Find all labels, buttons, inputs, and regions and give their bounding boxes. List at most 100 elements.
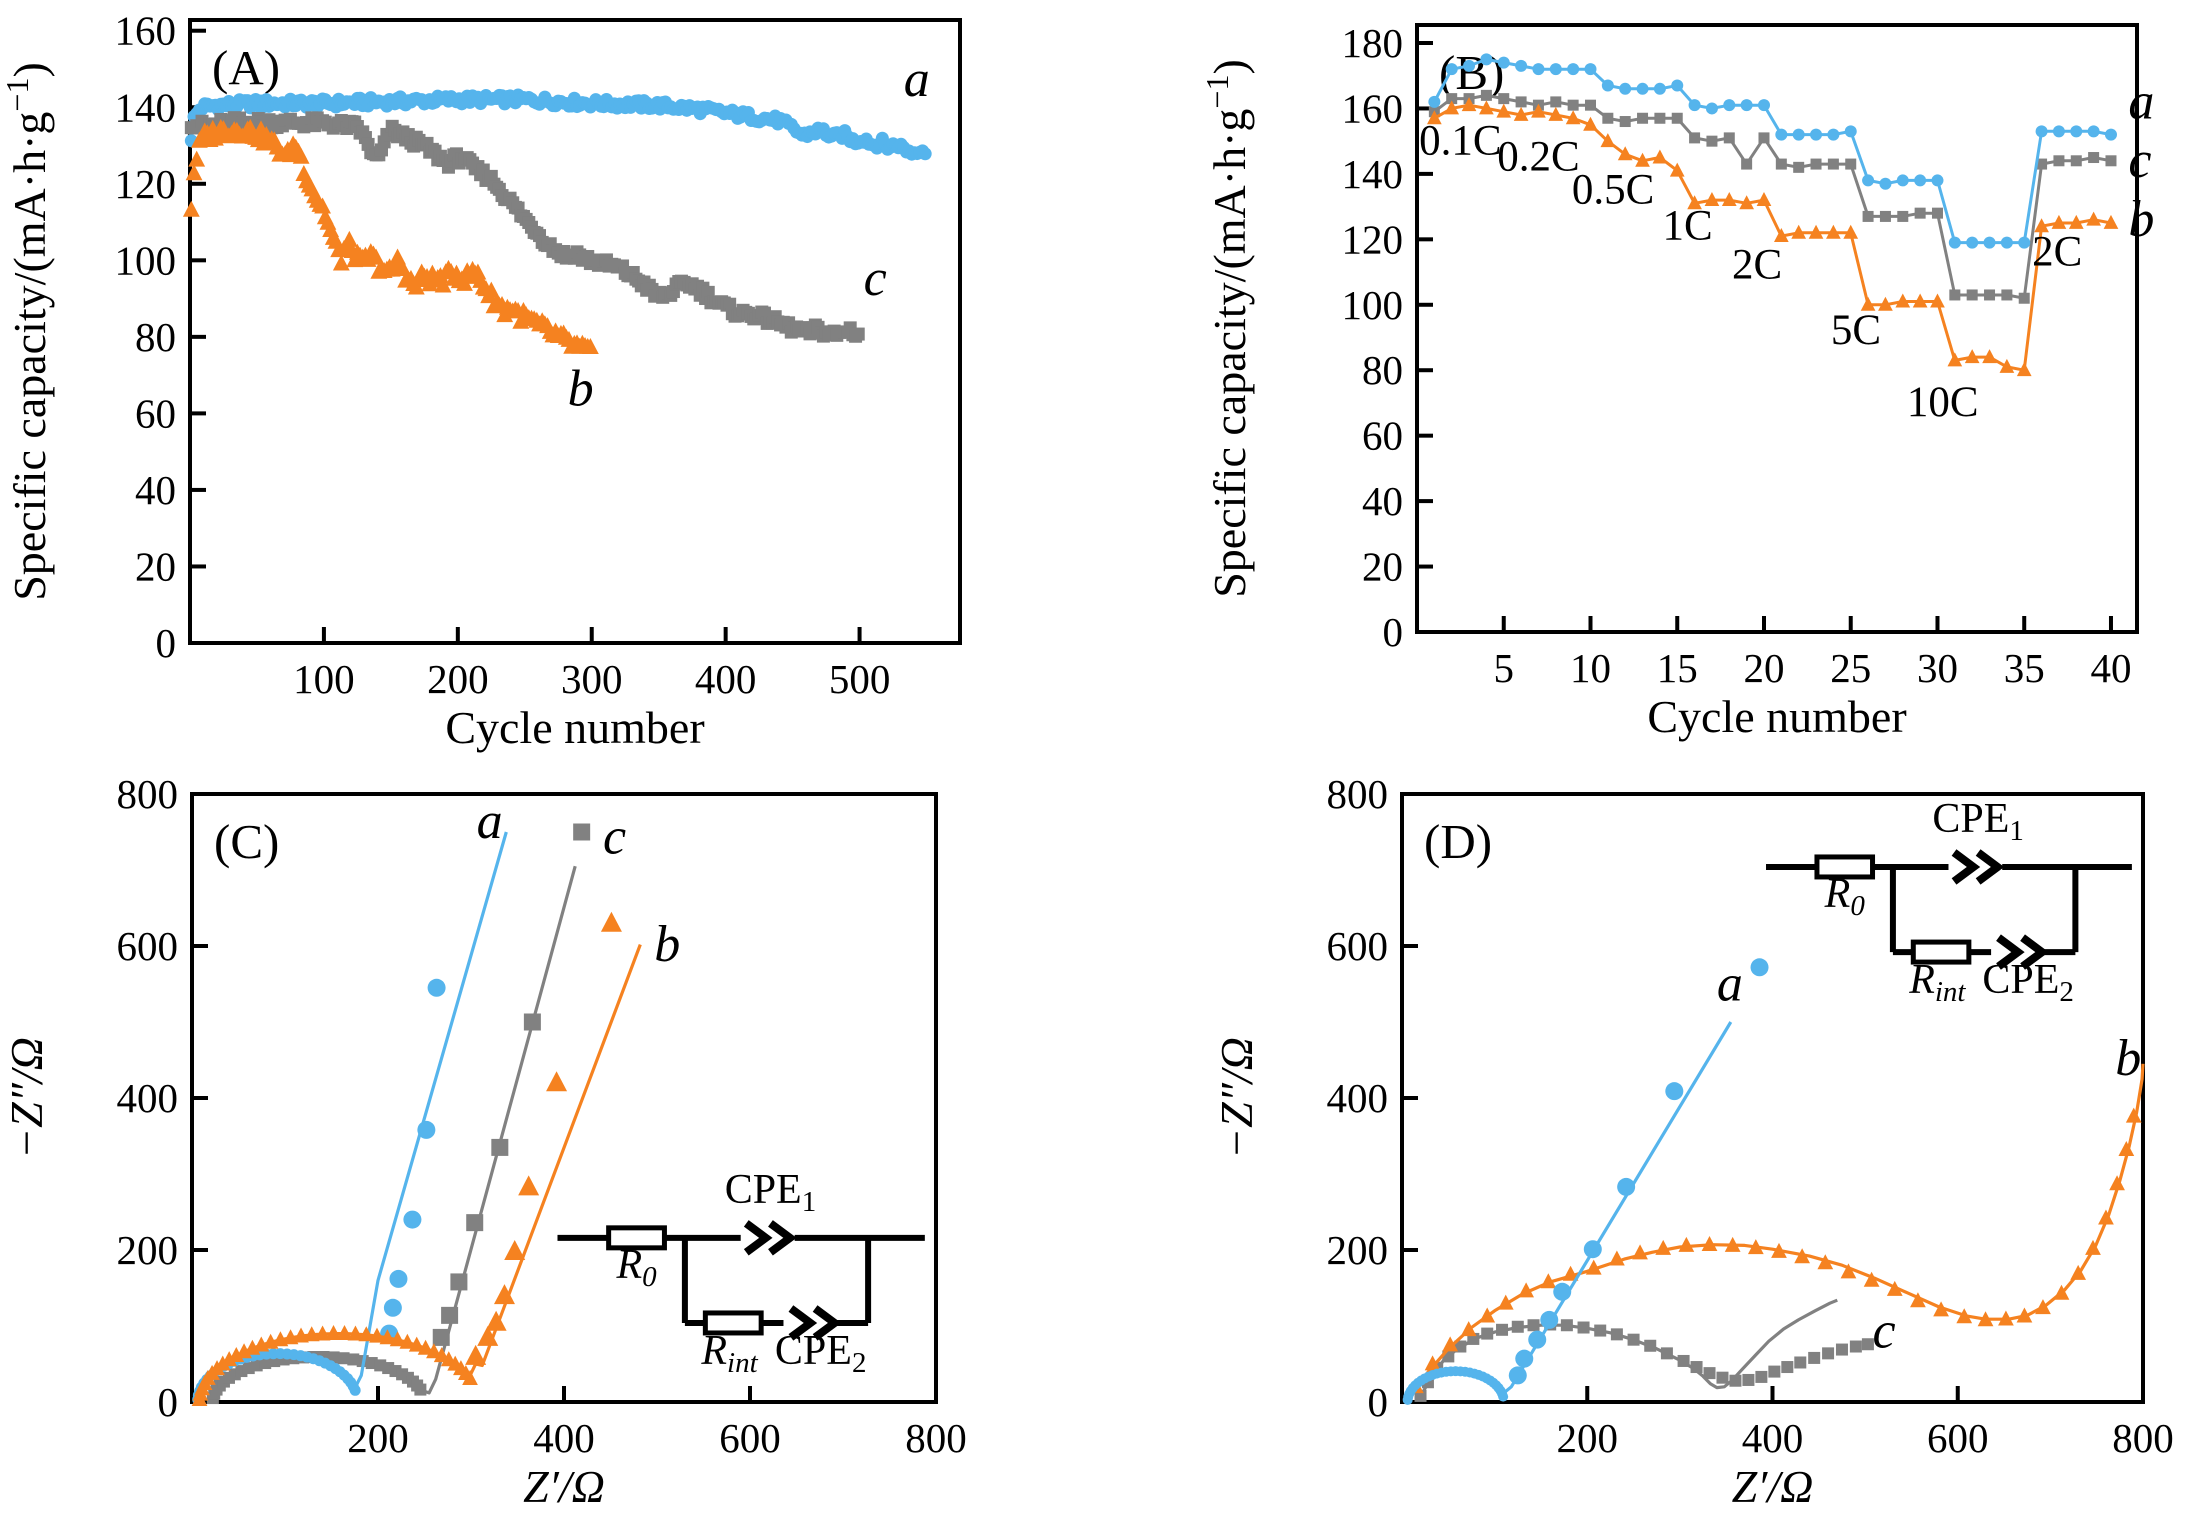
- equivalent-circuit-inset: CPE1 R0 Rint CPE2: [1766, 796, 2132, 1008]
- circuit-label: R0: [1824, 871, 1866, 922]
- series-label-c: c: [1873, 1302, 1896, 1359]
- y-tick-label: 800: [117, 771, 179, 817]
- x-tick-label: 800: [905, 1415, 967, 1461]
- x-tick-label: 400: [1742, 1415, 1804, 1461]
- x-axis-title: Z′/Ω: [523, 1461, 605, 1512]
- panel-letter: (D): [1424, 814, 1492, 869]
- circuit-label: CPE2: [775, 1328, 867, 1379]
- y-tick-label: 400: [1327, 1075, 1389, 1121]
- y-tick-label: 200: [117, 1227, 179, 1273]
- y-tick-label: 160: [1342, 85, 1404, 131]
- y-tick-label: 200: [1327, 1227, 1389, 1273]
- series-label-b: b: [654, 916, 680, 973]
- series-c: [1428, 89, 2117, 304]
- y-tick-label: 160: [115, 8, 177, 54]
- rate-annotation: 0.5C: [1572, 166, 1654, 213]
- x-tick-label: 20: [1743, 645, 1784, 691]
- x-axis-title: Z′/Ω: [1732, 1461, 1814, 1512]
- y-tick-label: 20: [1362, 544, 1403, 590]
- series-label-b: b: [2115, 1030, 2141, 1087]
- y-tick-label: 800: [1327, 771, 1389, 817]
- x-tick-label: 200: [1557, 1415, 1619, 1461]
- series-label-c: c: [864, 250, 887, 307]
- panel-c-nyquist-chart: 200 400 600 800 0 200 400 600 800 Z′/Ω −Z″/Ω (C) c a b…: [1, 771, 967, 1512]
- series-a: [1402, 958, 1769, 1405]
- y-tick-label: 80: [1362, 347, 1403, 393]
- panel-d-nyquist-chart: 200 400 600 800 0 200 400 600 800 Z′/Ω −Z″/Ω (D) c b a…: [1211, 771, 2174, 1512]
- y-tick-label: 40: [135, 467, 176, 513]
- rate-annotation: 0.1C: [1419, 117, 1501, 164]
- x-tick-label: 600: [719, 1415, 781, 1461]
- plot-frame: [1415, 23, 2139, 634]
- x-tick-label: 400: [533, 1415, 595, 1461]
- plot-frame: [1400, 792, 2145, 1404]
- y-tick-label: 0: [1383, 609, 1404, 655]
- panel-letter: (A): [212, 40, 280, 95]
- circuit-label: Rint: [1908, 957, 1966, 1008]
- x-tick-label: 300: [561, 656, 623, 702]
- series-c: [1414, 1298, 1874, 1402]
- series-label-b: b: [2128, 191, 2154, 248]
- y-tick-label: 400: [117, 1075, 179, 1121]
- series-label-c: c: [2128, 132, 2151, 189]
- y-tick-label: 80: [135, 314, 176, 360]
- rate-annotation: 10C: [1907, 379, 1979, 426]
- x-tick-label: 500: [829, 656, 891, 702]
- plot-frame: [188, 18, 962, 645]
- series-a: [192, 831, 508, 1405]
- y-tick-label: 40: [1362, 478, 1403, 524]
- circuit-label: R0: [615, 1242, 657, 1293]
- y-tick-label: 100: [115, 237, 177, 283]
- series-label-a: a: [2128, 73, 2154, 130]
- x-tick-label: 600: [1927, 1415, 1989, 1461]
- series-label-b: b: [568, 361, 594, 418]
- y-axis-title: −Z″/Ω: [1, 1037, 52, 1159]
- x-tick-label: 30: [1917, 645, 1958, 691]
- series-label-a: a: [477, 793, 503, 850]
- circuit-label: CPE1: [725, 1167, 817, 1218]
- x-axis-title: Cycle number: [1647, 691, 1906, 742]
- equivalent-circuit-inset: CPE1 R0 Rint CPE2: [557, 1167, 925, 1379]
- y-tick-label: 120: [115, 161, 177, 207]
- y-axis-title: Specific capacity/(mA·h·g−1): [0, 62, 55, 601]
- x-tick-label: 35: [2004, 645, 2045, 691]
- y-tick-label: 140: [115, 84, 177, 130]
- series-b: [1405, 1063, 2145, 1402]
- y-tick-label: 180: [1342, 20, 1404, 66]
- rate-annotation: 2C: [1732, 242, 1782, 289]
- series-b: [1426, 97, 2119, 377]
- rate-annotation: 0.2C: [1497, 134, 1579, 181]
- x-tick-label: 25: [1830, 645, 1871, 691]
- y-axis-title: −Z″/Ω: [1211, 1037, 1262, 1159]
- y-tick-label: 120: [1342, 216, 1404, 262]
- series-b: [191, 911, 642, 1406]
- rate-annotation: 2C: [2032, 229, 2082, 276]
- y-tick-label: 600: [1327, 923, 1389, 969]
- series-c-markers: [184, 111, 865, 343]
- y-tick-label: 100: [1342, 282, 1404, 328]
- panel-a-cycling-performance-chart: 100 200 300 400 500 0 20 40 60 80 100 120 140 160 Cycl…: [0, 8, 962, 753]
- series-a: [1428, 53, 2117, 249]
- y-tick-label: 60: [1362, 413, 1403, 459]
- y-tick-label: 60: [135, 390, 176, 436]
- x-tick-label: 200: [347, 1415, 409, 1461]
- panel-b-rate-capability-chart: 5 10 15 20 25 30 35 40 0 20 40 60 80 100 120 140 160 180 C…: [1199, 20, 2154, 742]
- series-label-c: c: [603, 808, 626, 865]
- y-tick-label: 0: [1368, 1379, 1389, 1425]
- circuit-label: CPE2: [1982, 957, 2074, 1008]
- circuit-label: CPE1: [1932, 796, 2024, 847]
- y-tick-label: 0: [156, 620, 177, 666]
- series-b-markers: [182, 118, 599, 354]
- series-label-a: a: [904, 51, 930, 108]
- x-tick-label: 40: [2090, 645, 2131, 691]
- x-axis-title: Cycle number: [445, 702, 704, 753]
- x-tick-label: 15: [1657, 645, 1698, 691]
- rate-annotation: 1C: [1663, 202, 1713, 249]
- x-tick-label: 200: [427, 656, 489, 702]
- x-tick-label: 400: [695, 656, 757, 702]
- series-c: [206, 823, 591, 1405]
- rate-annotation: 5C: [1831, 307, 1881, 354]
- x-tick-label: 100: [293, 656, 355, 702]
- panel-letter: (C): [214, 814, 279, 869]
